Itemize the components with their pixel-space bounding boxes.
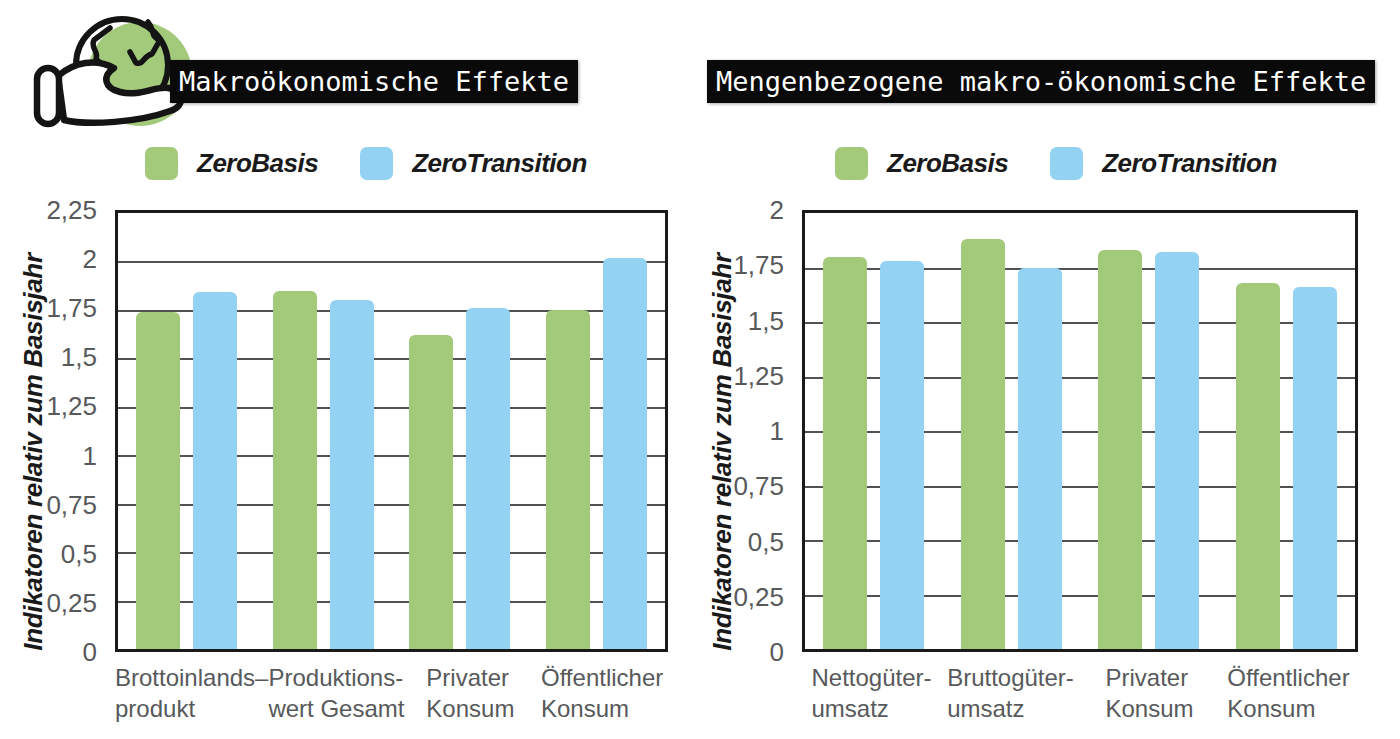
y-tick-label: 2,25 [0, 194, 105, 226]
x-category-label: PrivaterKonsum [1105, 662, 1193, 724]
bar-zerobasis [961, 239, 1005, 649]
bar-group [528, 213, 665, 649]
bar-zerotransition [1155, 252, 1199, 649]
bar-zerobasis [1236, 283, 1280, 649]
y-tick-label: 1,75 [0, 292, 105, 324]
y-tick-label: 0,75 [0, 489, 105, 521]
chart-title-left: Makroökonomische Effekte [170, 60, 578, 103]
y-tick-label: 0 [687, 636, 792, 668]
legend-label-zerobasis: ZeroBasis [887, 148, 1008, 179]
bar-zerobasis [823, 257, 867, 649]
bar-group [118, 213, 255, 649]
y-axis-ticks-right: 00,250,50,7511,251,51,752 [687, 210, 792, 652]
legend-label-zerotransition: ZeroTransition [1102, 148, 1277, 179]
bar-zerotransition [1293, 287, 1337, 649]
legend-left: ZeroBasis ZeroTransition [145, 147, 587, 180]
x-category-label: ÖffentlicherKonsum [541, 662, 663, 724]
y-tick-label: 0,75 [687, 470, 792, 502]
chart-title-right: Mengenbezogene makro-ökonomische Effekte [707, 60, 1375, 103]
y-tick-label: 0,5 [687, 526, 792, 558]
x-label-slot: Nettogüter-umsatz [802, 662, 941, 724]
x-label-slot: PrivaterKonsum [404, 662, 536, 724]
y-tick-label: 0 [0, 636, 105, 668]
x-label-slot: Brottoinlands–produkt [115, 662, 268, 724]
bar-zerotransition [466, 308, 510, 649]
legend-swatch-zerobasis [835, 147, 868, 180]
bar-zerobasis [409, 335, 453, 649]
x-label-slot: PrivaterKonsum [1080, 662, 1219, 724]
y-tick-label: 2 [0, 243, 105, 275]
bar-group [392, 213, 529, 649]
x-label-slot: ÖffentlicherKonsum [536, 662, 668, 724]
x-axis-labels-left: Brottoinlands–produktProduktions-wert Ge… [115, 662, 668, 724]
bar-zerobasis [546, 310, 590, 649]
legend-swatch-zerobasis [145, 147, 178, 180]
bar-group [805, 213, 943, 649]
legend-swatch-zerotransition [1050, 147, 1083, 180]
y-tick-label: 1,25 [0, 390, 105, 422]
bar-zerotransition [330, 300, 374, 649]
bar-zerobasis [273, 291, 317, 649]
hand-thumb [37, 68, 59, 124]
y-tick-label: 1,25 [687, 360, 792, 392]
bar-group [1080, 213, 1218, 649]
x-category-label: Bruttogüter-umsatz [947, 662, 1074, 724]
plot-area-left [115, 210, 668, 652]
x-axis-labels-right: Nettogüter-umsatz Bruttogüter-umsatz Priva… [802, 662, 1358, 724]
x-category-label: PrivaterKonsum [426, 662, 514, 724]
bar-zerotransition [1018, 268, 1062, 650]
x-category-label: Produktions-wert Gesamt [268, 662, 404, 724]
x-label-slot: ÖffentlicherKonsum [1219, 662, 1358, 724]
x-label-slot: Bruttogüter-umsatz [941, 662, 1080, 724]
bar-zerotransition [880, 261, 924, 649]
y-tick-label: 0,25 [687, 581, 792, 613]
y-tick-label: 1,5 [687, 305, 792, 337]
bar-group [255, 213, 392, 649]
plot-area-right [802, 210, 1358, 652]
bar-zerotransition [193, 292, 237, 649]
y-tick-label: 0,25 [0, 587, 105, 619]
bar-zerotransition [603, 258, 647, 649]
y-tick-label: 1 [687, 415, 792, 447]
legend-label-zerotransition: ZeroTransition [412, 148, 587, 179]
x-category-label: Brottoinlands–produkt [115, 662, 268, 724]
bar-zerobasis [136, 312, 180, 649]
x-category-label: Nettogüter-umsatz [811, 662, 931, 724]
y-tick-label: 1,75 [687, 249, 792, 281]
y-tick-label: 1 [0, 440, 105, 472]
bar-group [943, 213, 1081, 649]
x-label-slot: Produktions-wert Gesamt [268, 662, 404, 724]
legend-label-zerobasis: ZeroBasis [197, 148, 318, 179]
bar-zerobasis [1098, 250, 1142, 649]
y-tick-label: 1,5 [0, 341, 105, 373]
x-category-label: ÖffentlicherKonsum [1227, 662, 1349, 724]
y-tick-label: 2 [687, 194, 792, 226]
bar-group [1218, 213, 1356, 649]
legend-right: ZeroBasis ZeroTransition [835, 147, 1277, 180]
y-tick-label: 0,5 [0, 538, 105, 570]
y-axis-ticks-left: 00,250,50,7511,251,51,7522,25 [0, 210, 105, 652]
legend-swatch-zerotransition [360, 147, 393, 180]
